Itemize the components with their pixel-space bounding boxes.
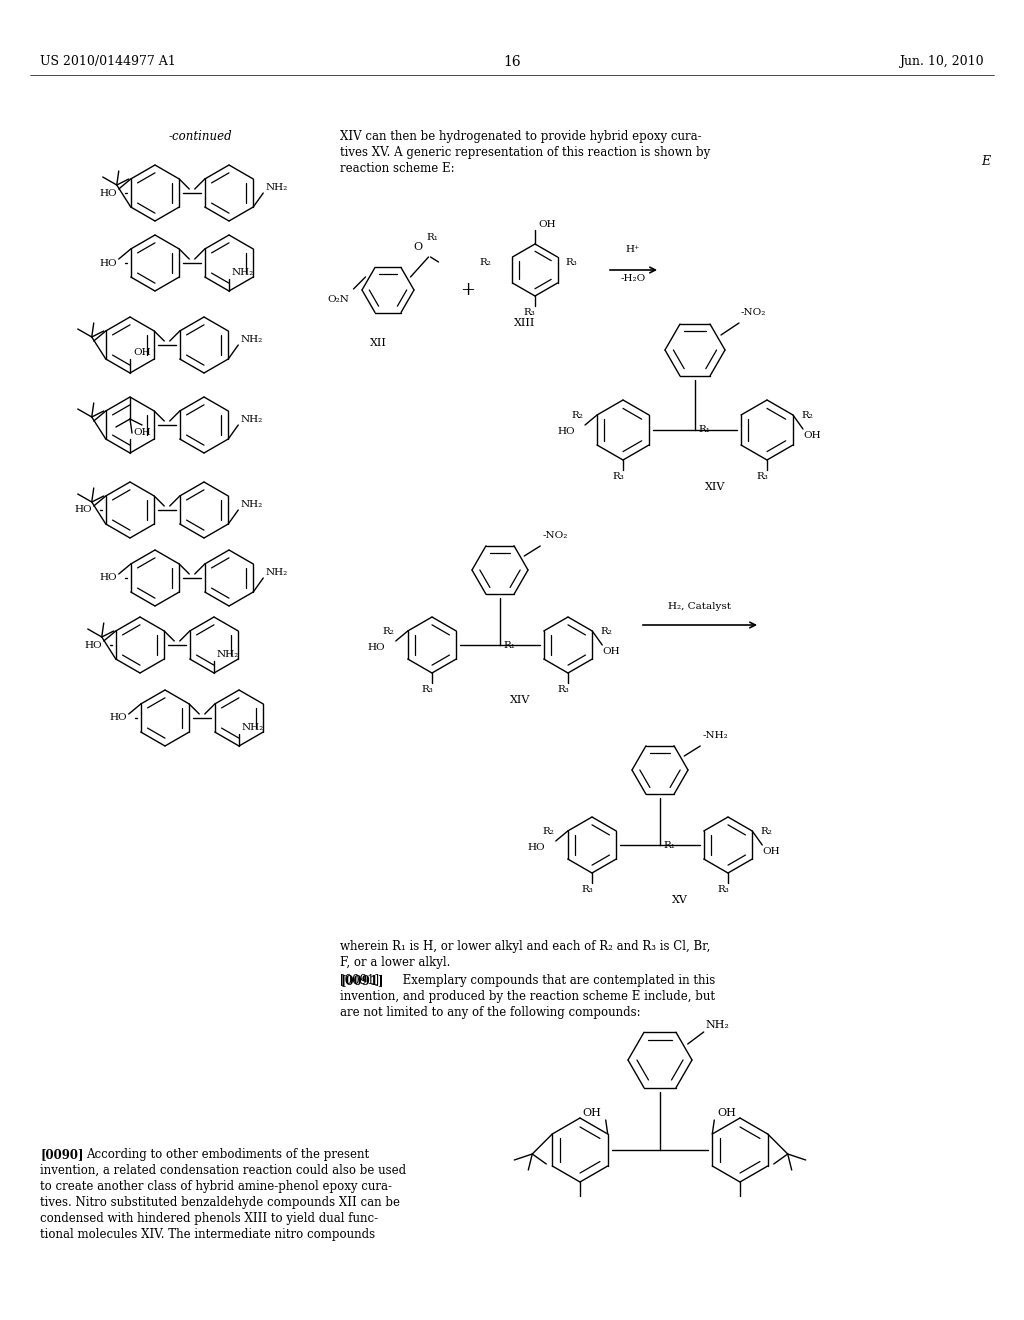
Text: NH₂: NH₂ xyxy=(242,723,264,733)
Text: R₃: R₃ xyxy=(717,884,729,894)
Text: R₃: R₃ xyxy=(421,685,433,694)
Text: NH₂: NH₂ xyxy=(706,1020,729,1030)
Text: OH: OH xyxy=(583,1107,601,1118)
Text: R₂: R₂ xyxy=(542,826,554,836)
Text: HO: HO xyxy=(368,643,385,652)
Text: US 2010/0144977 A1: US 2010/0144977 A1 xyxy=(40,55,176,69)
Text: HO: HO xyxy=(109,714,127,722)
Text: R₁: R₁ xyxy=(698,425,710,434)
Text: E: E xyxy=(981,154,990,168)
Text: -NO₂: -NO₂ xyxy=(741,308,766,317)
Text: R₂: R₂ xyxy=(801,411,813,420)
Text: R₃: R₃ xyxy=(565,257,577,267)
Text: OH: OH xyxy=(717,1107,736,1118)
Text: F, or a lower alkyl.: F, or a lower alkyl. xyxy=(340,956,451,969)
Text: HO: HO xyxy=(74,506,91,515)
Text: -NH₂: -NH₂ xyxy=(702,731,728,741)
Text: R₁: R₁ xyxy=(663,841,675,850)
Text: NH₂: NH₂ xyxy=(241,335,262,345)
Text: [0091]  Exemplary compounds that are contemplated in this: [0091] Exemplary compounds that are cont… xyxy=(340,974,715,987)
Text: R₂: R₂ xyxy=(571,411,583,420)
Text: OH: OH xyxy=(602,647,620,656)
Text: R₂: R₂ xyxy=(382,627,394,635)
Text: NH₂: NH₂ xyxy=(265,183,288,191)
Text: tional molecules XIV. The intermediate nitro compounds: tional molecules XIV. The intermediate n… xyxy=(40,1228,375,1241)
Text: wherein R₁ is H, or lower alkyl and each of R₂ and R₃ is Cl, Br,: wherein R₁ is H, or lower alkyl and each… xyxy=(340,940,711,953)
Text: HO: HO xyxy=(527,843,546,851)
Text: XIV: XIV xyxy=(705,482,725,492)
Text: OH: OH xyxy=(538,220,556,228)
Text: HO: HO xyxy=(99,259,117,268)
Text: NH₂: NH₂ xyxy=(217,649,240,659)
Text: tives. Nitro substituted benzaldehyde compounds XII can be: tives. Nitro substituted benzaldehyde co… xyxy=(40,1196,400,1209)
Text: condensed with hindered phenols XIII to yield dual func-: condensed with hindered phenols XIII to … xyxy=(40,1212,378,1225)
Text: R₁: R₁ xyxy=(503,640,515,649)
Text: R₂: R₂ xyxy=(760,826,772,836)
Text: R₃: R₃ xyxy=(756,473,768,480)
Text: R₃: R₃ xyxy=(557,685,569,694)
Text: XV: XV xyxy=(672,895,688,906)
Text: XIV can then be hydrogenated to provide hybrid epoxy cura-: XIV can then be hydrogenated to provide … xyxy=(340,129,701,143)
Text: tives XV. A generic representation of this reaction is shown by: tives XV. A generic representation of th… xyxy=(340,147,711,158)
Text: R₃: R₃ xyxy=(582,884,593,894)
Text: HO: HO xyxy=(557,426,574,436)
Text: NH₂: NH₂ xyxy=(241,500,262,510)
Text: R₃: R₃ xyxy=(523,308,535,317)
Text: R₁: R₁ xyxy=(427,234,438,242)
Text: HO: HO xyxy=(99,189,117,198)
Text: -NO₂: -NO₂ xyxy=(543,531,567,540)
Text: XII: XII xyxy=(370,338,386,348)
Text: [0091]: [0091] xyxy=(340,974,384,987)
Text: H⁺: H⁺ xyxy=(626,246,640,253)
Text: OH: OH xyxy=(133,428,151,437)
Text: reaction scheme E:: reaction scheme E: xyxy=(340,162,455,176)
Text: According to other embodiments of the present: According to other embodiments of the pr… xyxy=(86,1148,369,1162)
Text: invention, a related condensation reaction could also be used: invention, a related condensation reacti… xyxy=(40,1164,407,1177)
Text: OH: OH xyxy=(762,847,780,855)
Text: -continued: -continued xyxy=(168,129,231,143)
Text: are not limited to any of the following compounds:: are not limited to any of the following … xyxy=(340,1006,641,1019)
Text: R₂: R₂ xyxy=(600,627,612,635)
Text: to create another class of hybrid amine-phenol epoxy cura-: to create another class of hybrid amine-… xyxy=(40,1180,392,1193)
Text: OH: OH xyxy=(133,348,151,356)
Text: XIV: XIV xyxy=(510,696,530,705)
Text: NH₂: NH₂ xyxy=(232,268,254,277)
Text: [0090]: [0090] xyxy=(40,1148,84,1162)
Text: HO: HO xyxy=(84,640,101,649)
Text: -H₂O: -H₂O xyxy=(621,275,645,282)
Text: OH: OH xyxy=(803,432,820,440)
Text: O: O xyxy=(414,242,423,252)
Text: H₂, Catalyst: H₂, Catalyst xyxy=(669,602,731,611)
Text: Jun. 10, 2010: Jun. 10, 2010 xyxy=(899,55,984,69)
Text: O₂N: O₂N xyxy=(328,294,349,304)
Text: HO: HO xyxy=(99,573,117,582)
Text: +: + xyxy=(461,281,475,300)
Text: R₂: R₂ xyxy=(479,257,490,267)
Text: invention, and produced by the reaction scheme E include, but: invention, and produced by the reaction … xyxy=(340,990,715,1003)
Text: 16: 16 xyxy=(503,55,521,69)
Text: XIII: XIII xyxy=(514,318,536,327)
Text: NH₂: NH₂ xyxy=(265,568,288,577)
Text: R₃: R₃ xyxy=(612,473,624,480)
Text: NH₂: NH₂ xyxy=(241,414,262,424)
